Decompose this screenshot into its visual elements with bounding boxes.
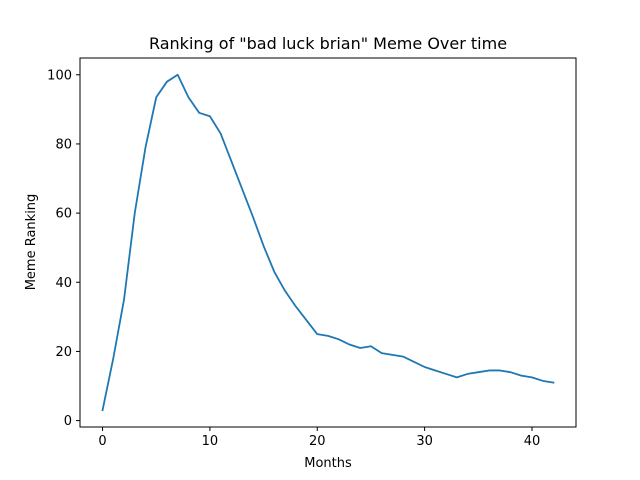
y-tick-label: 0 bbox=[64, 414, 72, 429]
y-tick-label: 20 bbox=[55, 345, 72, 360]
plot-frame bbox=[79, 57, 577, 428]
series-line-0 bbox=[101, 73, 555, 412]
y-tick-label: 100 bbox=[47, 68, 72, 83]
y-tick-label: 60 bbox=[55, 207, 72, 222]
x-axis-label: Months bbox=[304, 456, 352, 471]
x-tick-label: 0 bbox=[98, 434, 106, 449]
y-tick-label: 40 bbox=[55, 276, 72, 291]
x-tick-label: 20 bbox=[309, 434, 326, 449]
x-tick-label: 30 bbox=[416, 434, 433, 449]
x-tick-label: 10 bbox=[202, 434, 219, 449]
y-tick-label: 80 bbox=[55, 137, 72, 152]
plot-area: 0 10 20 30 40 0 20 40 60 80 100 bbox=[47, 57, 577, 449]
x-tick-label: 40 bbox=[524, 434, 541, 449]
y-axis-label: Meme Ranking bbox=[24, 194, 39, 291]
chart-title: Ranking of "bad luck brian" Meme Over ti… bbox=[149, 34, 507, 53]
